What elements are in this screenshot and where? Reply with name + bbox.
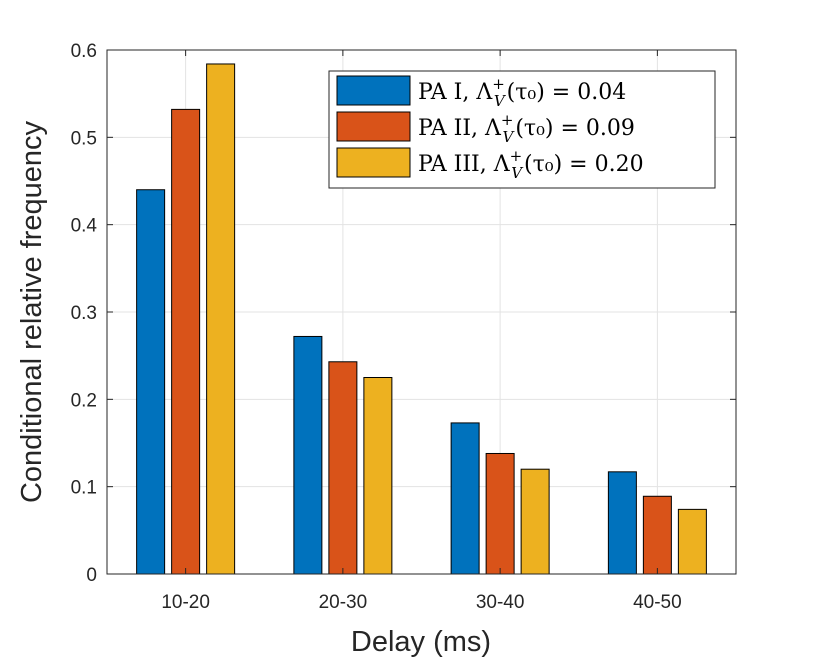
legend-label: PA II, Λ+ V(τ₀) = 0.09	[418, 111, 635, 146]
bar-3-10-20	[206, 63, 236, 575]
y-tick-label: 0.5	[71, 128, 97, 149]
y-tick-label: 0.2	[71, 390, 97, 411]
y-axis-label: Conditional relative frequency	[16, 120, 48, 503]
bar-1-40-50	[607, 471, 637, 575]
x-axis-ticks: 10-20 20-30 30-40 40-50	[161, 50, 682, 613]
bar-3-40-50	[677, 508, 707, 575]
bar-2-10-20	[171, 108, 201, 575]
x-axis-label: Delay (ms)	[351, 626, 491, 658]
bar-2-20-30	[328, 361, 358, 575]
legend-label: PA III, Λ+ V(τ₀) = 0.20	[418, 147, 644, 182]
legend-swatch	[336, 75, 411, 106]
y-tick-label: 0	[86, 565, 97, 586]
x-tick-label: 10-20	[161, 592, 210, 613]
x-tick-label: 20-30	[319, 592, 368, 613]
bar-1-20-30	[293, 335, 323, 575]
y-tick-label: 0.6	[71, 41, 97, 62]
bar-1-10-20	[136, 189, 166, 575]
bar-3-30-40	[520, 468, 550, 575]
legend-swatch	[336, 111, 411, 142]
legend-swatch	[336, 147, 411, 178]
y-tick-label: 0.3	[71, 303, 97, 324]
x-tick-label: 40-50	[633, 592, 682, 613]
y-axis-ticks: 0 0.1 0.2 0.3 0.4 0.5 0.6	[71, 41, 736, 586]
bars-group	[136, 63, 707, 575]
x-tick-label: 30-40	[476, 592, 525, 613]
y-tick-label: 0.1	[71, 478, 97, 499]
bar-1-30-40	[450, 422, 480, 575]
y-tick-label: 0.4	[71, 216, 98, 237]
bar-2-40-50	[642, 495, 672, 575]
bar-2-30-40	[485, 452, 515, 575]
legend-label: PA I, Λ+ V(τ₀) = 0.04	[418, 75, 626, 110]
bar-3-20-30	[363, 377, 393, 575]
